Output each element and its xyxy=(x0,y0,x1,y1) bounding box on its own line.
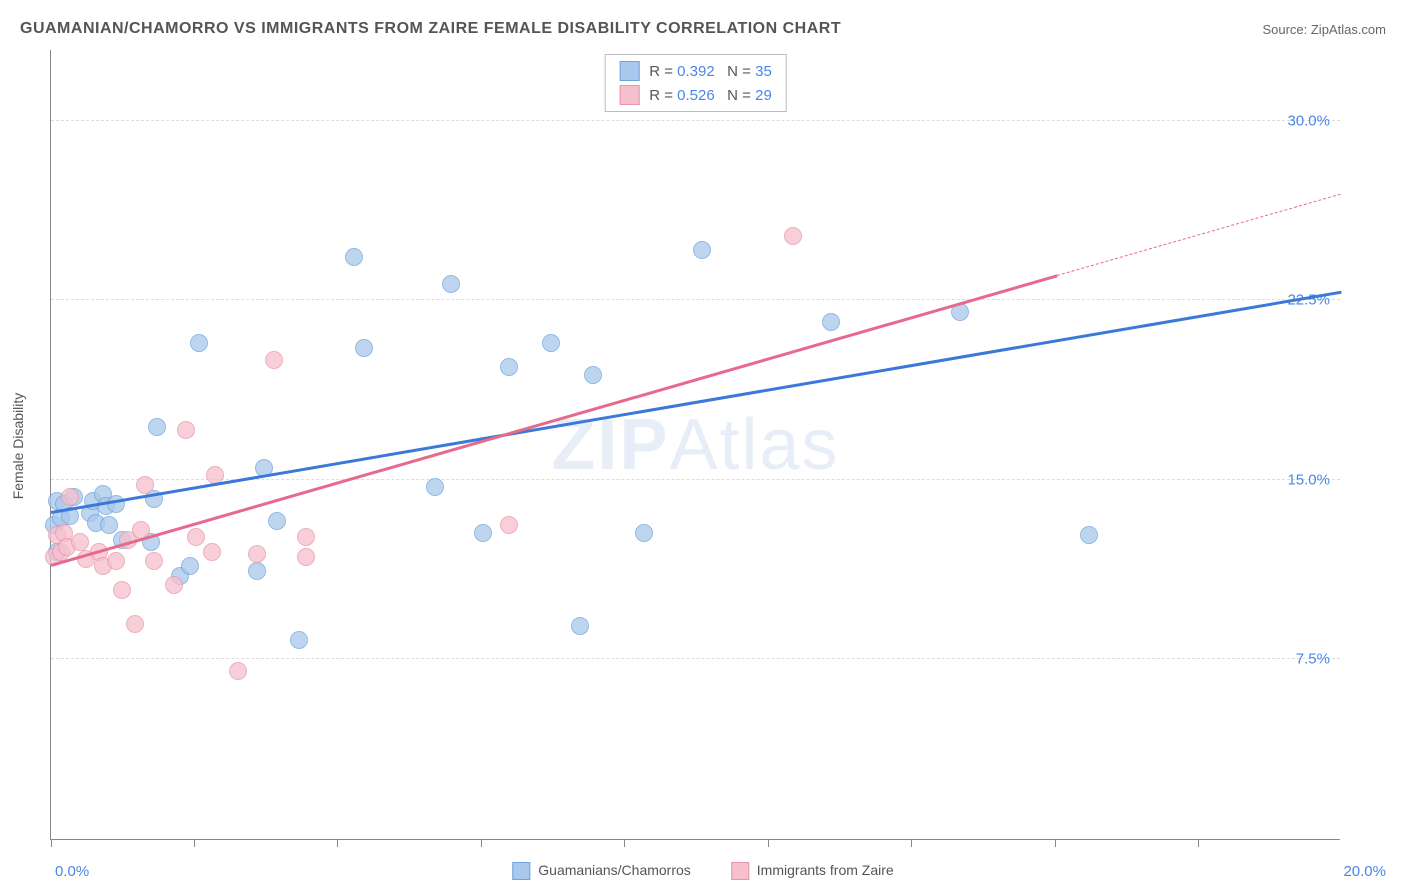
scatter-point xyxy=(265,351,283,369)
scatter-point xyxy=(297,528,315,546)
source-link[interactable]: ZipAtlas.com xyxy=(1311,22,1386,37)
scatter-point xyxy=(71,533,89,551)
scatter-point xyxy=(126,615,144,633)
x-axis-min-label: 0.0% xyxy=(55,863,89,880)
scatter-point xyxy=(571,617,589,635)
x-tick xyxy=(481,839,482,847)
scatter-point xyxy=(542,334,560,352)
scatter-point xyxy=(229,662,247,680)
scatter-point xyxy=(635,524,653,542)
chart-container: GUAMANIAN/CHAMORRO VS IMMIGRANTS FROM ZA… xyxy=(0,0,1406,892)
y-axis-label: Female Disability xyxy=(10,393,26,500)
scatter-point xyxy=(203,543,221,561)
scatter-point xyxy=(426,478,444,496)
scatter-point xyxy=(248,562,266,580)
x-tick xyxy=(1055,839,1056,847)
x-tick xyxy=(768,839,769,847)
legend-swatch xyxy=(619,85,639,105)
correlation-legend-row: R = 0.526 N = 29 xyxy=(619,83,772,107)
scatter-point xyxy=(181,557,199,575)
y-tick-label: 30.0% xyxy=(1287,112,1330,129)
scatter-point xyxy=(268,512,286,530)
trendline xyxy=(51,291,1341,514)
scatter-point xyxy=(190,334,208,352)
source-attribution: Source: ZipAtlas.com xyxy=(1262,22,1386,37)
scatter-point xyxy=(136,476,154,494)
watermark: ZIPAtlas xyxy=(551,404,839,486)
scatter-point xyxy=(145,552,163,570)
scatter-point xyxy=(474,524,492,542)
r-label: R = 0.526 N = 29 xyxy=(649,87,772,104)
scatter-point xyxy=(100,516,118,534)
scatter-point xyxy=(355,339,373,357)
scatter-point xyxy=(113,581,131,599)
legend-swatch xyxy=(512,862,530,880)
chart-title: GUAMANIAN/CHAMORRO VS IMMIGRANTS FROM ZA… xyxy=(20,20,841,38)
gridline xyxy=(51,120,1340,121)
legend-item: Immigrants from Zaire xyxy=(731,862,894,880)
y-tick-label: 7.5% xyxy=(1296,651,1330,668)
x-tick xyxy=(194,839,195,847)
y-tick-label: 15.0% xyxy=(1287,471,1330,488)
correlation-legend-row: R = 0.392 N = 35 xyxy=(619,59,772,83)
x-tick xyxy=(337,839,338,847)
scatter-point xyxy=(107,552,125,570)
trendline-extrapolated xyxy=(1057,194,1341,276)
scatter-point xyxy=(148,418,166,436)
legend-item: Guamanians/Chamorros xyxy=(512,862,691,880)
legend-swatch xyxy=(619,61,639,81)
plot-area: ZIPAtlas R = 0.392 N = 35 R = 0.526 N = 2… xyxy=(50,50,1340,840)
scatter-point xyxy=(345,248,363,266)
scatter-point xyxy=(61,488,79,506)
scatter-point xyxy=(1080,526,1098,544)
scatter-point xyxy=(297,548,315,566)
series-legend: Guamanians/Chamorros Immigrants from Zair… xyxy=(512,862,893,880)
legend-label: Immigrants from Zaire xyxy=(757,862,894,878)
scatter-point xyxy=(784,227,802,245)
scatter-point xyxy=(500,358,518,376)
x-tick xyxy=(624,839,625,847)
scatter-point xyxy=(693,241,711,259)
scatter-point xyxy=(187,528,205,546)
scatter-point xyxy=(107,495,125,513)
source-prefix: Source: xyxy=(1262,22,1310,37)
scatter-point xyxy=(165,576,183,594)
scatter-point xyxy=(500,516,518,534)
scatter-point xyxy=(442,275,460,293)
scatter-point xyxy=(248,545,266,563)
x-tick xyxy=(51,839,52,847)
scatter-point xyxy=(177,421,195,439)
gridline xyxy=(51,299,1340,300)
gridline xyxy=(51,658,1340,659)
x-tick xyxy=(1198,839,1199,847)
r-label: R = 0.392 N = 35 xyxy=(649,63,772,80)
scatter-point xyxy=(584,366,602,384)
x-tick xyxy=(911,839,912,847)
trendline xyxy=(51,274,1058,566)
scatter-point xyxy=(822,313,840,331)
legend-label: Guamanians/Chamorros xyxy=(538,862,691,878)
legend-swatch xyxy=(731,862,749,880)
x-axis-max-label: 20.0% xyxy=(1343,863,1386,880)
correlation-legend: R = 0.392 N = 35 R = 0.526 N = 29 xyxy=(604,54,787,112)
scatter-point xyxy=(290,631,308,649)
